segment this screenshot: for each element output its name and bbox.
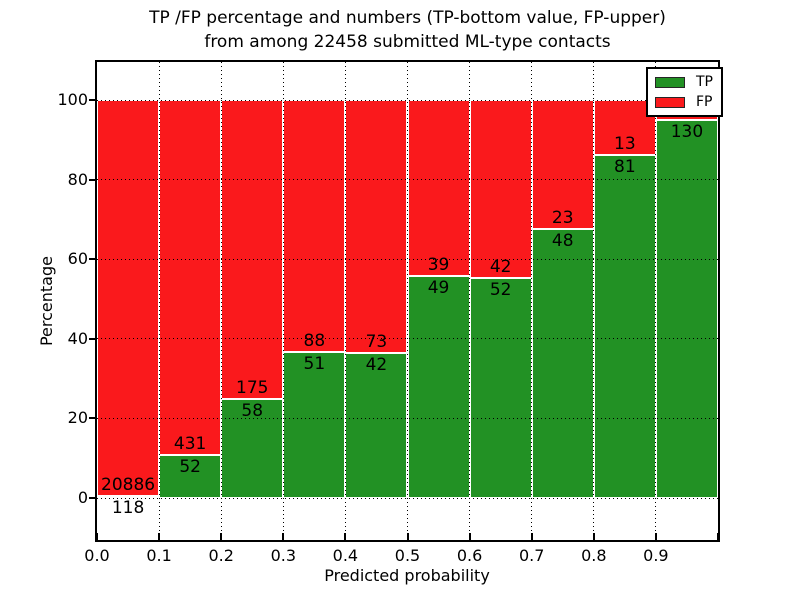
x-tick-label: 0.4 [332, 546, 359, 565]
x-tick-label: 0.1 [146, 546, 172, 565]
chart-title: TP /FP percentage and numbers (TP-bottom… [97, 6, 718, 54]
fp-segment [97, 100, 160, 496]
x-tick-mark [468, 533, 471, 540]
fp-color-swatch [655, 96, 685, 108]
x-tick-mark [282, 533, 285, 540]
fp-segment [283, 100, 346, 352]
bar-column-0.2 [221, 100, 284, 498]
x-tick-mark [96, 533, 98, 540]
fp-segment [345, 100, 408, 353]
bar-column-0.7 [531, 100, 594, 498]
fp-segment [531, 100, 594, 229]
x-tick-label: 0.7 [518, 546, 545, 565]
bar-column-0.9 [655, 100, 718, 498]
x-tick-mark [344, 533, 347, 540]
legend: TP FP [646, 67, 723, 117]
tp-segment [97, 495, 160, 498]
x-tick-label: 0.3 [270, 546, 297, 565]
x-tick-label: 0.2 [208, 546, 234, 565]
y-tick-mark [89, 497, 96, 499]
x-tick-label: 0.9 [643, 546, 669, 565]
fp-segment [221, 100, 284, 399]
bars-layer [97, 62, 718, 540]
bar-column-0.1 [159, 100, 222, 498]
chart-title-line2: from among 22458 submitted ML-type conta… [204, 32, 611, 52]
plot-area: 20886 118 431 52 175 58 88 51 73 42 39 49 42 52 23 48 13… [95, 60, 723, 542]
y-tick-mark [89, 178, 96, 181]
x-tick-label: 0.6 [456, 546, 483, 565]
x-tick-mark [717, 533, 719, 540]
bar-column-0.8 [593, 100, 656, 498]
tp-segment [593, 155, 656, 498]
y-tick-label: 60 [67, 249, 88, 269]
legend-label-tp: TP [696, 74, 713, 90]
bar-column-0.3 [283, 100, 346, 498]
chart-title-line1: TP /FP percentage and numbers (TP-bottom… [149, 8, 666, 28]
y-tick-label: 80 [67, 169, 88, 189]
y-tick-mark [89, 99, 96, 101]
tp-segment [407, 276, 470, 498]
tp-segment [159, 455, 222, 498]
x-tick-mark [592, 533, 595, 540]
tp-segment [283, 351, 346, 498]
x-tick-label: 0.8 [581, 546, 607, 565]
bar-column-0.5 [407, 100, 470, 498]
y-axis-label: Percentage [37, 256, 56, 347]
bar-column-0.6 [469, 100, 532, 498]
x-tick-mark [654, 533, 657, 540]
y-tick-label: 100 [57, 90, 88, 109]
fp-segment [469, 100, 532, 278]
tp-segment [345, 352, 408, 498]
x-tick-mark [530, 533, 533, 540]
legend-item-fp: FP [655, 94, 721, 110]
tp-segment [469, 277, 532, 498]
tp-color-swatch [655, 76, 685, 88]
legend-label-fp: FP [696, 94, 713, 110]
y-tick-mark [89, 417, 96, 420]
fp-segment [593, 100, 656, 156]
bar-column-0.0 [97, 100, 160, 498]
x-tick-mark [406, 533, 409, 540]
x-axis-label: Predicted probability [324, 566, 490, 585]
y-tick-label: 20 [67, 408, 88, 428]
y-tick-mark [89, 258, 96, 261]
bar-column-0.4 [345, 100, 408, 498]
tp-segment [655, 119, 718, 498]
x-tick-mark [158, 533, 161, 540]
y-tick-label: 40 [67, 328, 88, 348]
y-tick-mark [89, 337, 96, 340]
x-tick-label: 0.0 [84, 546, 110, 565]
x-tick-mark [220, 533, 223, 540]
fp-segment [159, 100, 222, 456]
x-tick-label: 0.5 [394, 546, 421, 565]
tp-segment [531, 228, 594, 498]
fp-segment [407, 100, 470, 277]
y-tick-label: 0 [77, 488, 88, 507]
legend-item-tp: TP [655, 74, 721, 90]
tp-segment [221, 398, 284, 498]
